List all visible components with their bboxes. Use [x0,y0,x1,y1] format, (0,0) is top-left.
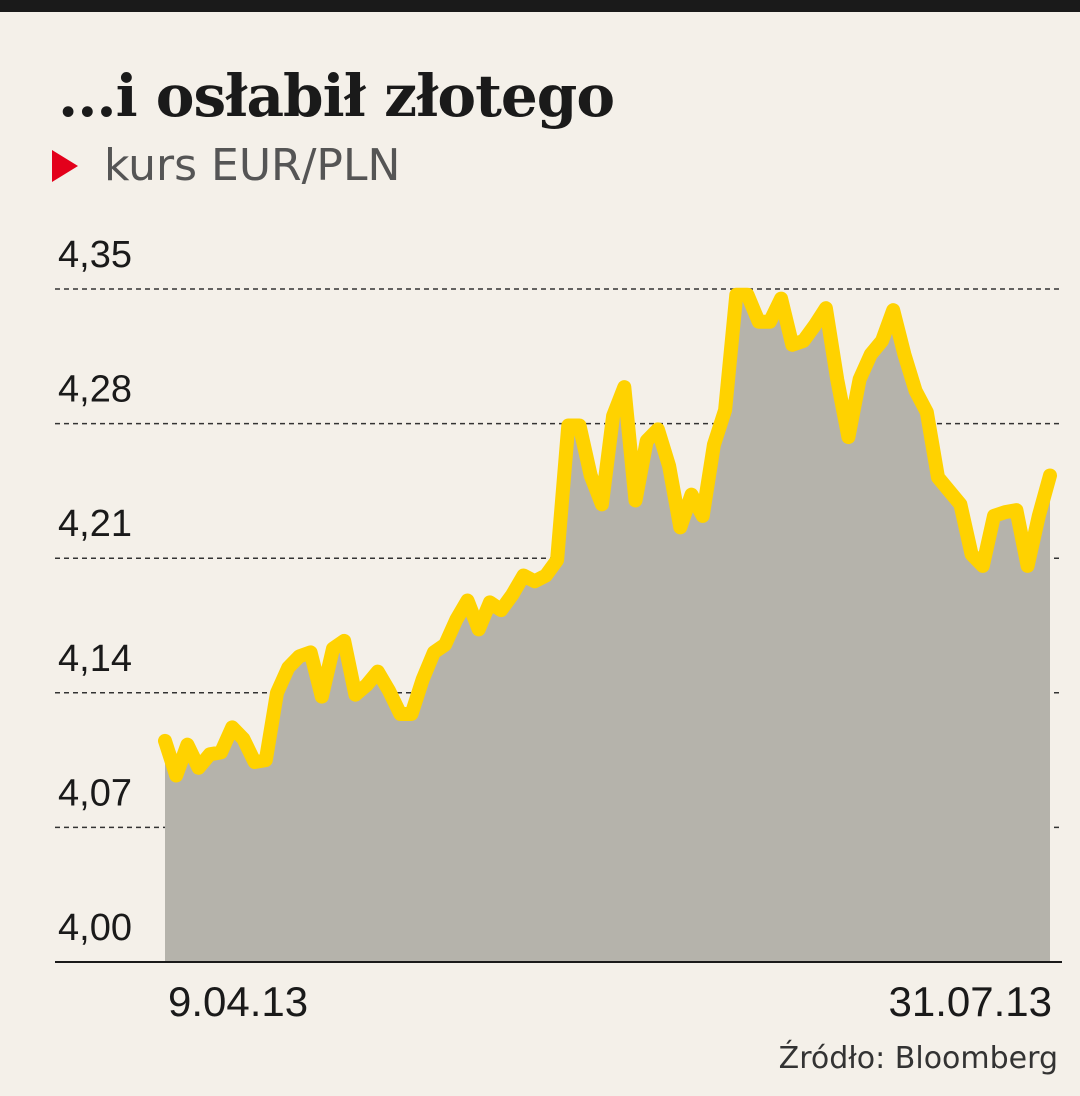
subtitle-text: kurs EUR/PLN [104,140,401,191]
y-tick-label: 4,07 [58,772,132,814]
top-bar [0,0,1080,12]
chart-subtitle: kurs EUR/PLN [52,140,400,191]
y-tick-label: 4,14 [58,638,132,680]
source-note: Źródło: Bloomberg [779,1040,1058,1076]
y-tick-label: 4,35 [58,234,132,276]
x-label-end: 31.07.13 [889,978,1053,1025]
y-tick-label: 4,21 [58,503,132,545]
y-tick-label: 4,00 [58,907,132,949]
x-label-start: 9.04.13 [168,978,308,1025]
series-line [158,287,1057,783]
y-tick-label: 4,28 [58,369,132,411]
chart-title: ...i osłabił złotego [58,62,615,130]
red-triangle-icon [52,149,78,182]
area-fill [165,294,1050,962]
